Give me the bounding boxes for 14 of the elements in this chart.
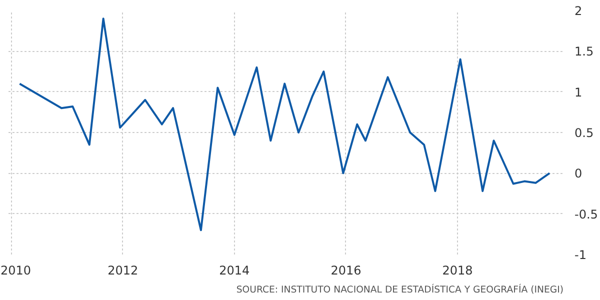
x-tick-label: 2012	[108, 264, 138, 278]
source-note: SOURCE: INSTITUTO NACIONAL DE ESTADÍSTICA Y GEOGRAFÍA (INEGI)	[236, 284, 564, 296]
y-tick-label: -0.5	[574, 207, 598, 222]
x-tick-label: 2016	[330, 264, 362, 278]
line-series	[18, 18, 551, 232]
x-tick-label: 2010	[0, 264, 32, 278]
y-tick-label: 0	[574, 166, 582, 181]
y-tick-label: 1.5	[574, 44, 594, 59]
y-tick-label: 0.5	[574, 126, 594, 140]
y-tick-label: 1	[574, 85, 582, 100]
y-tick-label: 2	[574, 4, 582, 18]
y-tick-label: -1	[574, 248, 586, 262]
x-tick-label: 2014	[219, 264, 250, 278]
x-tick-label: 2018	[442, 264, 473, 278]
